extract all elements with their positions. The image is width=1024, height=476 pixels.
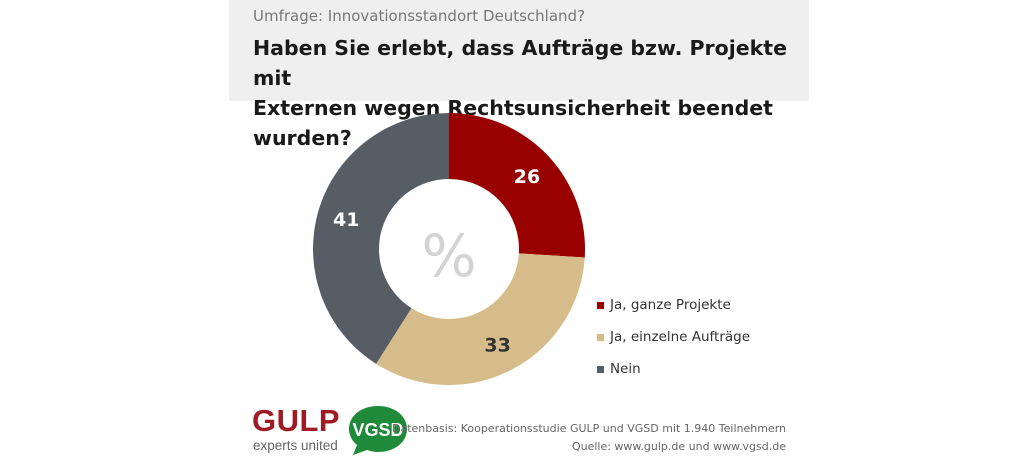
legend-swatch bbox=[597, 301, 604, 309]
speech-bubble-icon bbox=[349, 406, 407, 455]
header-banner: Umfrage: Innovationsstandort Deutschland… bbox=[229, 0, 809, 150]
legend-swatch bbox=[597, 333, 604, 341]
data-label-nein: 41 bbox=[333, 209, 359, 231]
vgsd-logo: VGSD bbox=[349, 406, 407, 455]
chart-legend: Ja, ganze Projekte Ja, einzelne Aufträge N… bbox=[597, 289, 750, 385]
donut-slice-ja-einzelne-auftr-ge bbox=[376, 253, 585, 385]
data-basis-note: Datenbasis: Kooperationsstudie GULP und … bbox=[391, 422, 786, 435]
legend-item-ja-einzelne-auftr-ge: Ja, einzelne Aufträge bbox=[597, 321, 750, 353]
source-note: Quelle: www.gulp.de und www.vgsd.de bbox=[571, 440, 786, 453]
legend-item-nein: Nein bbox=[597, 353, 750, 385]
gulp-logo: GULP experts united bbox=[252, 403, 341, 453]
chart-footer: Datenbasis: Kooperationsstudie GULP und … bbox=[392, 420, 786, 456]
gulp-logo-wordmark: GULP bbox=[252, 403, 341, 438]
donut-slice-nein bbox=[313, 113, 449, 364]
chart-title-line-1: Haben Sie erlebt, dass Aufträge bzw. Pro… bbox=[253, 36, 788, 90]
legend-label: Ja, einzelne Aufträge bbox=[610, 329, 751, 345]
legend-label: Nein bbox=[610, 361, 641, 377]
data-label-ja-ganze-projekte: 26 bbox=[514, 166, 540, 188]
chart-title: Haben Sie erlebt, dass Aufträge bzw. Pro… bbox=[253, 33, 793, 153]
chart-title-line-2: Externen wegen Rechtsunsicherheit beende… bbox=[253, 96, 773, 150]
chart-subtitle: Umfrage: Innovationsstandort Deutschland… bbox=[253, 7, 586, 25]
center-percent-label: % bbox=[421, 222, 476, 290]
data-label-ja-einzelne-auftr-ge: 33 bbox=[484, 334, 510, 356]
legend-label: Ja, ganze Projekte bbox=[610, 297, 731, 313]
vgsd-logo-wordmark: VGSD bbox=[352, 420, 403, 440]
donut-slice-ja-ganze-projekte bbox=[449, 113, 585, 258]
gulp-logo-tagline: experts united bbox=[253, 438, 338, 453]
legend-swatch bbox=[597, 365, 604, 373]
legend-item-ja-ganze-projekte: Ja, ganze Projekte bbox=[597, 289, 750, 321]
